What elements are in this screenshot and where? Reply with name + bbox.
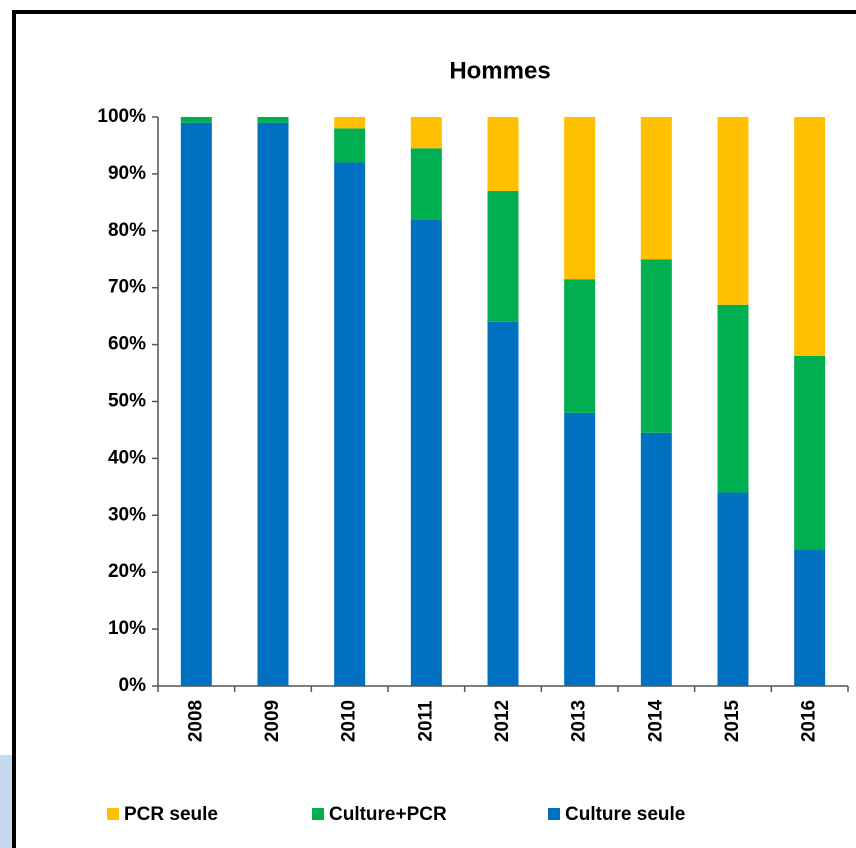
x-tick-label: 2014	[645, 699, 666, 742]
x-tick-label: 2011	[415, 700, 436, 742]
x-tick-label: 2010	[339, 700, 360, 742]
bar-segment	[564, 279, 596, 413]
legend-swatch	[312, 808, 324, 820]
x-tick-label: 2008	[185, 700, 206, 742]
x-tick-label: 2016	[799, 700, 820, 742]
bar-segment	[257, 117, 289, 123]
y-tick-label: 90%	[108, 163, 146, 184]
legend-swatch	[548, 808, 560, 820]
legend-label: Culture seule	[565, 804, 685, 825]
bar-segment	[334, 128, 366, 163]
bar-segment	[334, 117, 366, 129]
bar-segment	[794, 355, 826, 550]
side-decoration	[0, 755, 12, 848]
x-tick-label: 2013	[569, 700, 590, 742]
y-tick-label: 30%	[108, 504, 146, 525]
x-tick-label: 2009	[262, 700, 283, 742]
y-tick-label: 100%	[97, 106, 146, 127]
bar-segment	[410, 219, 442, 687]
bar-segment	[410, 148, 442, 220]
bar-segment	[180, 122, 212, 686]
y-tick-label: 40%	[108, 447, 146, 468]
y-tick-label: 80%	[108, 220, 146, 241]
bar-segment	[717, 304, 749, 493]
bar-segment	[410, 117, 442, 149]
y-tick-label: 70%	[108, 277, 146, 298]
y-tick-label: 10%	[108, 618, 146, 639]
bar-segment	[794, 549, 826, 686]
bar-segment	[717, 117, 749, 305]
bar-segment	[180, 117, 212, 123]
bar-segment	[717, 492, 749, 686]
bar-segment	[487, 190, 519, 322]
legend-swatch	[107, 808, 119, 820]
bar-segment	[640, 432, 672, 686]
bar-segment	[564, 117, 596, 280]
x-tick-label: 2015	[722, 699, 743, 742]
bar-segment	[487, 117, 519, 191]
legend-label: PCR seule	[124, 804, 218, 825]
y-tick-label: 50%	[108, 391, 146, 412]
y-tick-label: 60%	[108, 334, 146, 355]
bar-segment	[640, 117, 672, 260]
y-tick-label: 20%	[108, 561, 146, 582]
bar-segment	[334, 162, 366, 686]
legend-label: Culture+PCR	[329, 804, 447, 825]
x-tick-label: 2012	[492, 700, 513, 742]
chart-title: Hommes	[449, 57, 550, 84]
y-tick-label: 0%	[119, 675, 147, 696]
bar-segment	[487, 321, 519, 686]
bar-segment	[564, 412, 596, 686]
bar-segment	[794, 117, 826, 356]
bar-segment	[640, 259, 672, 433]
bar-segment	[257, 122, 289, 686]
